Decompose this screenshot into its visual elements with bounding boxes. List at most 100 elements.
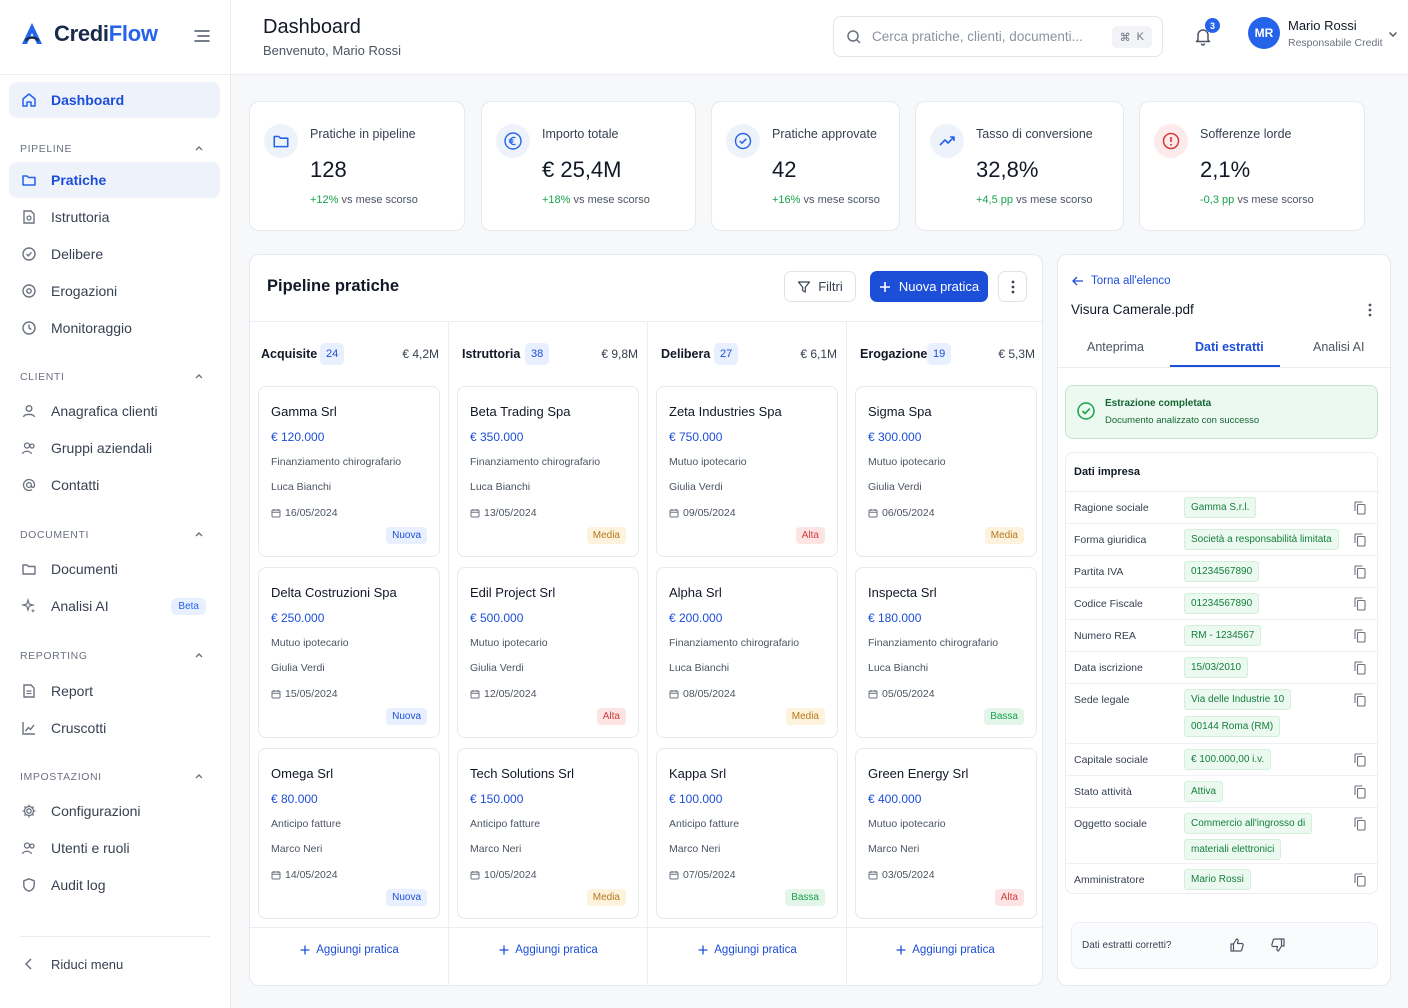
- copy-icon[interactable]: [1354, 533, 1366, 547]
- copy-icon[interactable]: [1354, 817, 1366, 831]
- sidebar-item-gruppi[interactable]: Gruppi aziendali: [9, 430, 220, 466]
- sidebar-item-documenti[interactable]: Documenti: [9, 551, 220, 587]
- sidebar-item-audit[interactable]: Audit log: [9, 867, 220, 903]
- at-sign-icon: [21, 477, 37, 493]
- tab-analisi-ai[interactable]: Analisi AI: [1313, 340, 1365, 354]
- pratica-card[interactable]: Zeta Industries Spa € 750.000 Mutuo ipot…: [656, 386, 838, 557]
- copy-icon[interactable]: [1354, 597, 1366, 611]
- row-value[interactable]: Mario Rossi: [1184, 869, 1251, 890]
- copy-icon[interactable]: [1354, 661, 1366, 675]
- pratica-card[interactable]: Tech Solutions Srl € 150.000 Anticipo fa…: [457, 748, 639, 919]
- copy-icon[interactable]: [1354, 693, 1366, 707]
- bell-icon[interactable]: [1193, 26, 1213, 46]
- sidebar-item-configurazioni[interactable]: Configurazioni: [9, 793, 220, 829]
- row-value[interactable]: Gamma S.r.l.: [1184, 497, 1257, 518]
- sidebar-item-label: Analisi AI: [51, 598, 109, 614]
- sparkles-icon: [21, 598, 37, 614]
- filter-button-label: Filtri: [818, 279, 843, 294]
- sidebar-item-contatti[interactable]: Contatti: [9, 467, 220, 503]
- tabs-divider: [1058, 367, 1390, 368]
- crediflow-logo-icon: [22, 23, 42, 44]
- row-value[interactable]: RM - 1234567: [1184, 625, 1262, 646]
- menu-toggle-icon[interactable]: [192, 26, 212, 46]
- chevron-up-icon[interactable]: [193, 370, 205, 382]
- sidebar-item-erogazioni[interactable]: Erogazioni: [9, 273, 220, 309]
- pratica-card[interactable]: Beta Trading Spa € 350.000 Finanziamento…: [457, 386, 639, 557]
- sidebar-item-delibere[interactable]: Delibere: [9, 236, 220, 272]
- copy-icon[interactable]: [1354, 753, 1366, 767]
- pratica-card[interactable]: Kappa Srl € 100.000 Anticipo fatture Mar…: [656, 748, 838, 919]
- sidebar-item-dashboard[interactable]: Dashboard: [9, 82, 220, 118]
- search-input[interactable]: Cerca pratiche, clienti, documenti... ⌘ K: [833, 16, 1163, 57]
- row-value[interactable]: Commercio all'ingrosso di: [1184, 813, 1313, 834]
- card-owner: Marco Neri: [470, 843, 522, 855]
- row-value[interactable]: 01234567890: [1184, 593, 1260, 614]
- row-value[interactable]: 00144 Roma (RM): [1184, 716, 1281, 737]
- row-value[interactable]: 01234567890: [1184, 561, 1260, 582]
- sidebar-item-cruscotti[interactable]: Cruscotti: [9, 710, 220, 746]
- data-row-oggetto-sociale: Oggetto sociale Commercio all'ingrosso d…: [1066, 808, 1379, 864]
- app-logo[interactable]: CrediFlow: [18, 20, 158, 48]
- card-client: Kappa Srl: [669, 766, 727, 781]
- row-value[interactable]: Attiva: [1184, 781, 1224, 802]
- chevron-up-icon[interactable]: [193, 649, 205, 661]
- pratica-card[interactable]: Alpha Srl € 200.000 Finanziamento chirog…: [656, 567, 838, 738]
- pratica-card[interactable]: Green Energy Srl € 400.000 Mutuo ipoteca…: [855, 748, 1037, 919]
- sidebar-item-analisi-ai[interactable]: Analisi AI Beta: [9, 588, 220, 624]
- sidebar-item-report[interactable]: Report: [9, 673, 220, 709]
- kpi-delta-value: +12%: [310, 194, 339, 206]
- row-value[interactable]: 15/03/2010: [1184, 657, 1249, 678]
- copy-icon[interactable]: [1354, 785, 1366, 799]
- tab-anteprima[interactable]: Anteprima: [1087, 340, 1144, 354]
- pratica-card[interactable]: Delta Costruzioni Spa € 250.000 Mutuo ip…: [258, 567, 440, 738]
- data-row-numero-rea: Numero REA RM - 1234567: [1066, 620, 1379, 652]
- sidebar-item-monitoraggio[interactable]: Monitoraggio: [9, 310, 220, 346]
- sidebar-item-pratiche[interactable]: Pratiche: [9, 162, 220, 198]
- chevron-up-icon[interactable]: [193, 528, 205, 540]
- pratica-card[interactable]: Omega Srl € 80.000 Anticipo fatture Marc…: [258, 748, 440, 919]
- add-pratica-button[interactable]: Aggiungi pratica: [847, 944, 1042, 956]
- more-options-icon[interactable]: [998, 271, 1027, 302]
- more-options-icon[interactable]: [1363, 301, 1377, 319]
- extraction-success-alert: Estrazione completata Documento analizza…: [1065, 385, 1378, 439]
- row-value[interactable]: Via delle Industrie 10: [1184, 689, 1292, 710]
- column-count-badge: 38: [525, 343, 550, 365]
- pratica-card[interactable]: Edil Project Srl € 500.000 Mutuo ipoteca…: [457, 567, 639, 738]
- add-pratica-button[interactable]: Aggiungi pratica: [449, 944, 648, 956]
- section-label-documenti: DOCUMENTI: [20, 529, 89, 541]
- add-pratica-button[interactable]: Aggiungi pratica: [648, 944, 847, 956]
- card-date: 16/05/2024: [271, 507, 338, 519]
- row-value[interactable]: € 100.000,00 i.v.: [1184, 749, 1272, 770]
- tab-dati-estratti[interactable]: Dati estratti: [1195, 340, 1264, 354]
- column-amount: € 9,8M: [601, 347, 638, 361]
- back-to-list-link[interactable]: Torna all'elenco: [1072, 275, 1171, 287]
- priority-badge: Nuova: [386, 889, 427, 906]
- copy-icon[interactable]: [1354, 629, 1366, 643]
- card-date-value: 16/05/2024: [285, 507, 338, 519]
- calendar-icon: [470, 871, 480, 880]
- chevron-down-icon[interactable]: [1387, 28, 1399, 40]
- sidebar-item-anagrafica[interactable]: Anagrafica clienti: [9, 393, 220, 429]
- page-subtitle: Benvenuto, Mario Rossi: [263, 43, 402, 58]
- pipeline-panel: Pipeline pratiche Filtri Nuova pratica A…: [249, 254, 1043, 986]
- copy-icon[interactable]: [1354, 873, 1366, 887]
- collapse-menu-button[interactable]: Riduci menu: [9, 946, 220, 982]
- chevron-up-icon[interactable]: [193, 770, 205, 782]
- add-pratica-button[interactable]: Aggiungi pratica: [250, 944, 449, 956]
- thumbs-up-icon[interactable]: [1229, 937, 1245, 953]
- row-value[interactable]: Società a responsabilità limitata: [1184, 529, 1339, 550]
- copy-icon[interactable]: [1354, 565, 1366, 579]
- chevron-up-icon[interactable]: [193, 142, 205, 154]
- row-value[interactable]: materiali elettronici: [1184, 839, 1282, 860]
- filter-button[interactable]: Filtri: [784, 271, 856, 302]
- user-name[interactable]: Mario Rossi: [1288, 18, 1357, 33]
- copy-icon[interactable]: [1354, 501, 1366, 515]
- thumbs-down-icon[interactable]: [1270, 937, 1286, 953]
- pratica-card[interactable]: Inspecta Srl € 180.000 Finanziamento chi…: [855, 567, 1037, 738]
- pratica-card[interactable]: Sigma Spa € 300.000 Mutuo ipotecario Giu…: [855, 386, 1037, 557]
- pratica-card[interactable]: Gamma Srl € 120.000 Finanziamento chirog…: [258, 386, 440, 557]
- avatar[interactable]: MR: [1248, 17, 1280, 49]
- sidebar-item-istruttoria[interactable]: Istruttoria: [9, 199, 220, 235]
- sidebar-item-utenti[interactable]: Utenti e ruoli: [9, 830, 220, 866]
- new-pratica-button[interactable]: Nuova pratica: [870, 271, 988, 302]
